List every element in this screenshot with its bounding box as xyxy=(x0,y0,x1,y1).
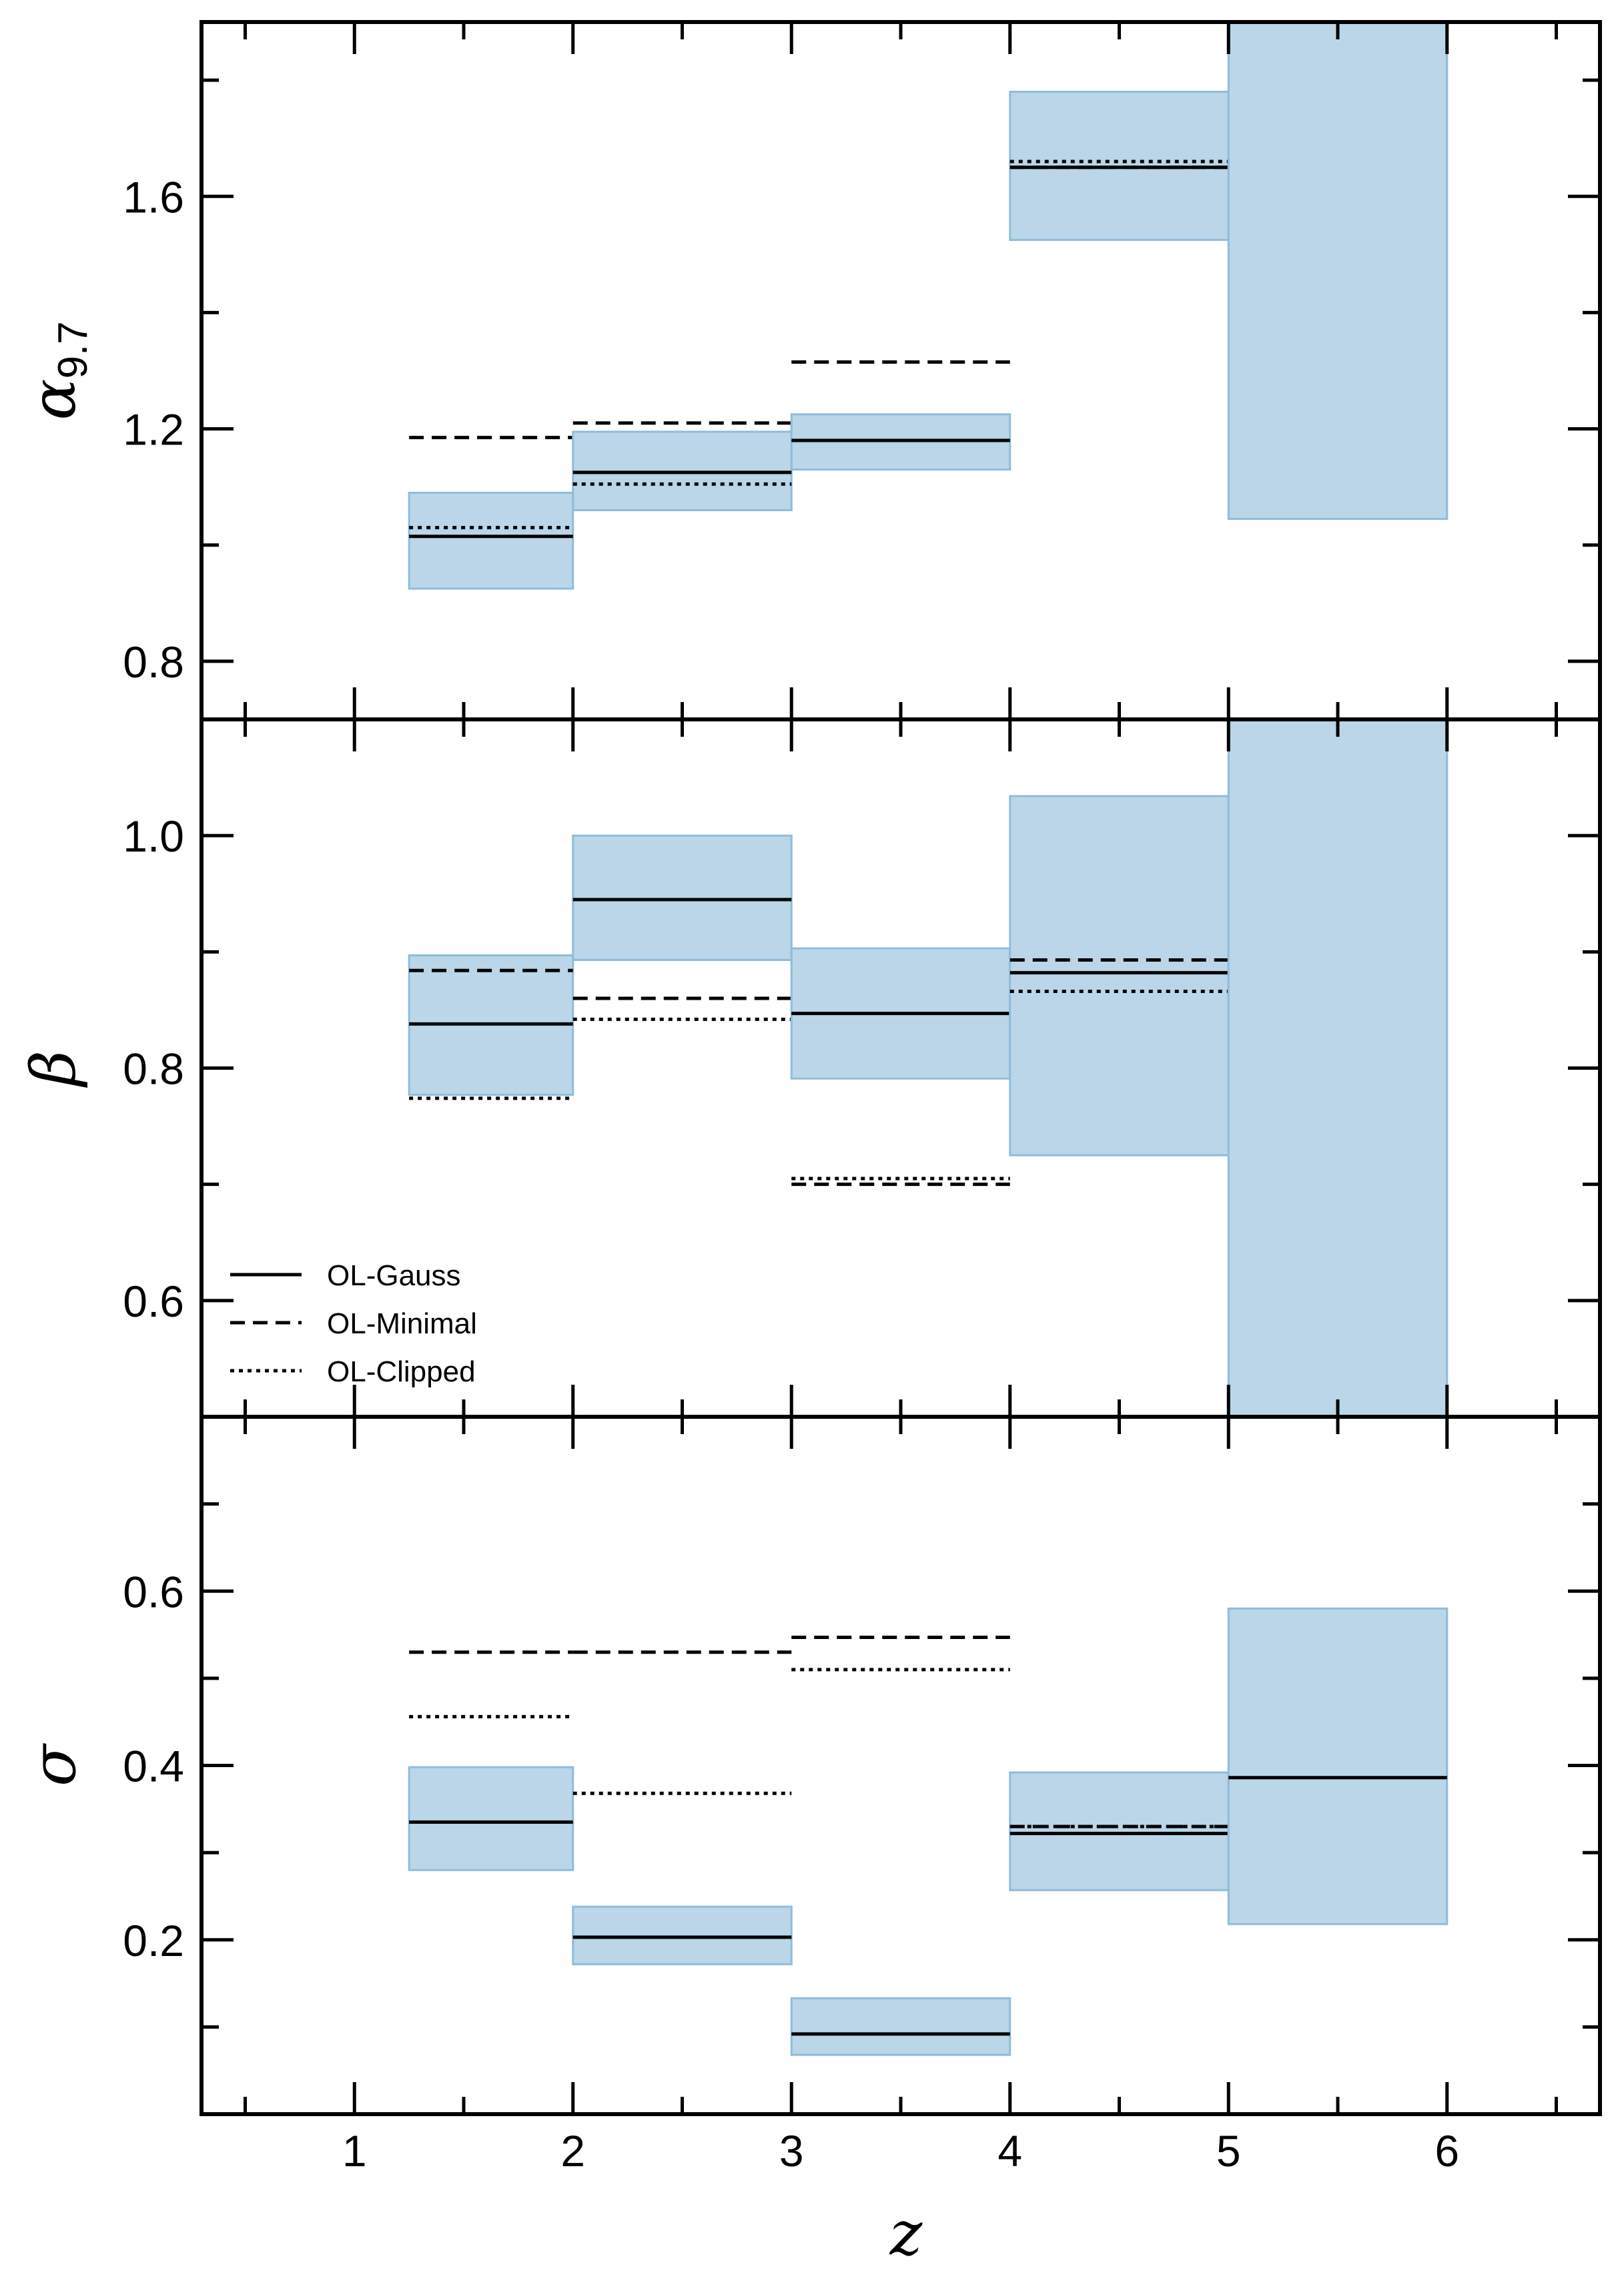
panel-plot-area xyxy=(408,22,1449,590)
legend-label: OL-Minimal xyxy=(327,1307,477,1340)
panel-2: 0.6 0.8 1.0 β xyxy=(18,717,1602,1419)
x-tick-label: 3 xyxy=(779,2126,804,2176)
y-tick-label: 0.6 xyxy=(123,1567,184,1616)
error-band xyxy=(408,1766,574,1871)
panel-plot-area xyxy=(408,1607,1449,2056)
legend-label: OL-Clipped xyxy=(327,1355,476,1388)
x-tick-label: 2 xyxy=(560,2126,585,2176)
error-band xyxy=(1227,22,1449,521)
y-axis-title: σ xyxy=(18,1743,89,1786)
error-band xyxy=(790,1997,1011,2056)
error-band xyxy=(408,491,574,590)
y-tick-label: 1.6 xyxy=(123,172,184,222)
y-tick-label: 0.6 xyxy=(123,1277,184,1326)
error-band xyxy=(1227,719,1449,1417)
legend: OL-Gauss OL-Minimal OL-Clipped xyxy=(230,1259,477,1388)
y-tick-label: 1.2 xyxy=(123,405,184,454)
panel-plot-area xyxy=(408,719,1449,1417)
panel-1: 0.8 1.2 1.6 α9.7 xyxy=(18,20,1602,721)
error-band xyxy=(1227,1607,1449,1925)
y-axis-title: β xyxy=(18,1050,89,1088)
error-band xyxy=(572,1905,793,1965)
error-band xyxy=(1009,1771,1230,1891)
y-tick-label: 0.4 xyxy=(123,1742,184,1791)
y-tick-label: 0.8 xyxy=(123,1044,184,1094)
error-band xyxy=(1009,795,1230,1157)
error-band xyxy=(572,834,793,962)
legend-label: OL-Gauss xyxy=(327,1259,461,1292)
y-tick-label: 0.2 xyxy=(123,1916,184,1965)
x-tick-label: 1 xyxy=(342,2126,367,2176)
panel-3: 0.2 0.4 0.6 σ xyxy=(18,1415,1602,2116)
y-axis-title: α9.7 xyxy=(18,321,96,420)
x-tick-label: 5 xyxy=(1216,2126,1241,2176)
y-axis-title-subscript: 9.7 xyxy=(50,321,96,378)
x-tick-label: 4 xyxy=(997,2126,1022,2176)
x-tick-label: 6 xyxy=(1435,2126,1459,2176)
y-tick-label: 0.8 xyxy=(123,637,184,687)
y-tick-label: 1.0 xyxy=(123,811,184,861)
x-axis-title: z xyxy=(889,2198,923,2269)
